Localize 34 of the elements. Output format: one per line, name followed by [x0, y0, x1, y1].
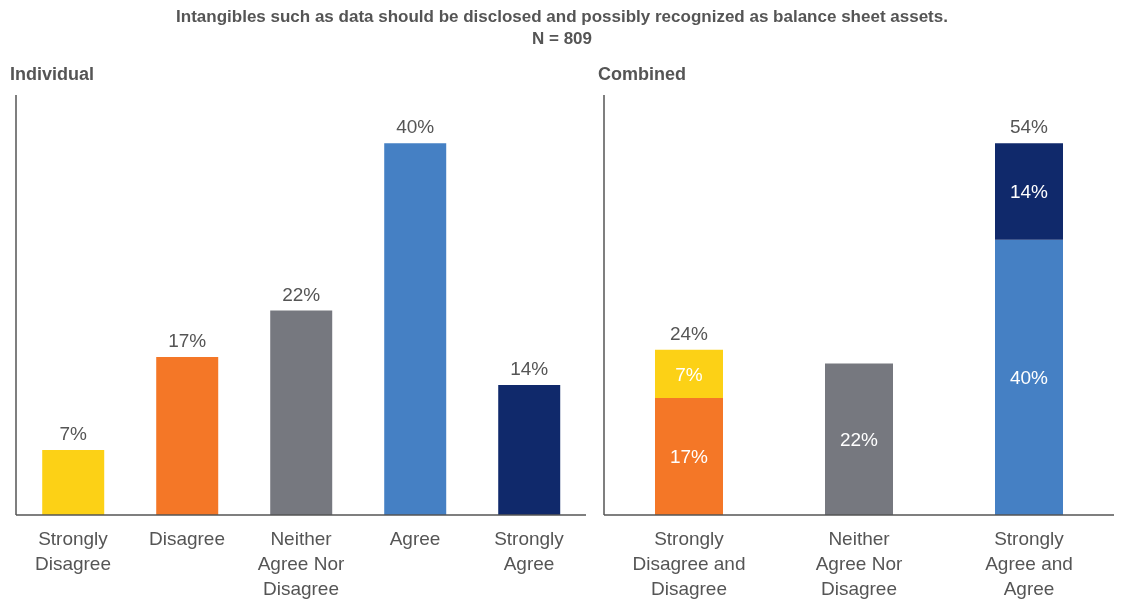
total-label: 54% [1009, 116, 1049, 138]
bar [995, 143, 1063, 240]
text: N = 809 [531, 28, 593, 50]
bar [655, 397, 723, 515]
x-tick-label: Disagree [148, 528, 226, 549]
bar [498, 384, 561, 515]
bar [156, 357, 219, 515]
data-label: 22% [282, 283, 321, 305]
chart-title: Combined [597, 63, 687, 86]
bar [995, 239, 1063, 515]
data-label: 14% [510, 357, 549, 379]
data-label: 40% [1009, 367, 1049, 389]
text: Intangibles such as data should be disclosed and possibly recognized as balance sheet assets. [175, 6, 949, 28]
data-label: 22% [839, 429, 879, 451]
data-label: 17% [168, 330, 207, 352]
bar [825, 363, 893, 515]
x-tick-label: Neither Agree Nor Disagree [815, 528, 903, 599]
data-label: 7% [675, 363, 703, 385]
total-label: 24% [669, 322, 709, 344]
data-label: 14% [1009, 181, 1049, 203]
bar [384, 143, 447, 515]
x-tick-label: Strongly Agree and Agree [985, 528, 1073, 599]
data-label: 7% [59, 422, 88, 444]
chart-title: Individual [9, 63, 95, 86]
x-tick-label: Strongly Disagree and Disagree [632, 528, 746, 599]
x-tick-label: Strongly Disagree [34, 528, 112, 574]
x-tick-label: Neither Agree Nor Disagree [257, 528, 345, 599]
bar [270, 310, 333, 515]
bar [42, 449, 105, 515]
data-label: 40% [396, 116, 435, 138]
x-tick-label: Strongly Agree [494, 528, 565, 574]
data-label: 17% [669, 446, 709, 468]
bar [655, 349, 723, 398]
x-tick-label: Agree [389, 528, 441, 549]
